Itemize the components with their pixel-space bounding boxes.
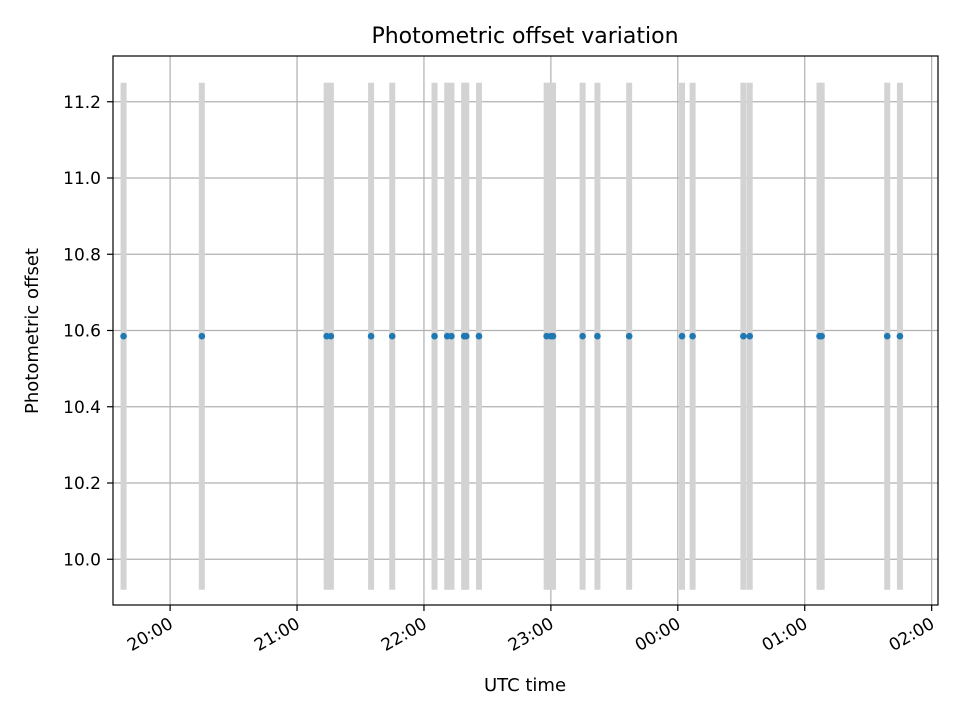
data-point	[448, 332, 455, 340]
data-point	[579, 332, 586, 340]
data-point	[625, 332, 633, 340]
data-point	[388, 332, 396, 340]
data-point	[120, 332, 127, 340]
data-point	[740, 332, 747, 340]
y-axis: 10.0 10.2 10.4 10.6 10.8 11.0 11.2	[63, 93, 113, 570]
data-point	[689, 332, 696, 340]
y-tick-label: 11.0	[63, 169, 101, 189]
y-tick-label: 10.8	[63, 245, 101, 265]
x-axis-label: UTC time	[484, 675, 566, 696]
data-point	[475, 332, 483, 340]
data-point	[462, 332, 470, 340]
data-points	[120, 332, 904, 340]
data-point	[549, 332, 557, 340]
y-tick-label: 10.2	[63, 474, 101, 494]
y-tick-label: 10.0	[63, 550, 101, 570]
data-point	[594, 332, 601, 340]
data-point	[198, 332, 206, 340]
data-point	[746, 332, 754, 340]
grid	[113, 56, 938, 605]
data-point	[818, 332, 825, 340]
data-point	[678, 332, 686, 340]
data-point	[883, 332, 891, 340]
data-point	[896, 332, 904, 340]
data-point	[431, 332, 438, 340]
data-point	[327, 332, 335, 340]
y-tick-label: 10.4	[63, 398, 101, 418]
data-point	[367, 332, 375, 340]
y-tick-label: 11.2	[63, 93, 101, 113]
y-tick-label: 10.6	[63, 322, 101, 342]
y-axis-label: Photometric offset	[22, 248, 43, 414]
chart-title: Photometric offset variation	[371, 24, 678, 49]
